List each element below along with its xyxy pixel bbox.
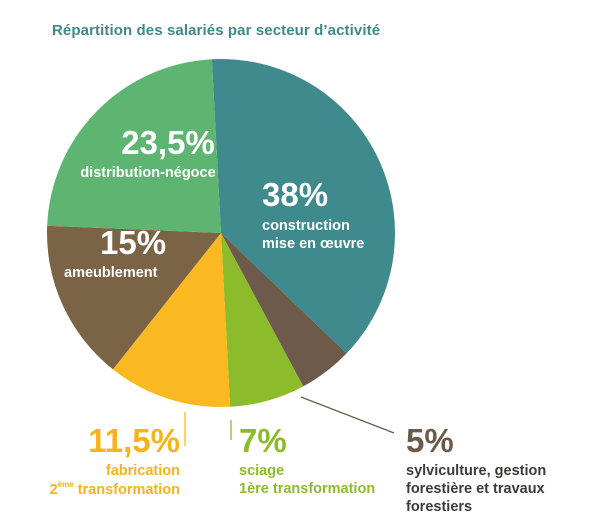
caption-fabrication: fabrication 2ème transformation [40, 462, 180, 499]
pie-slice-construction [211, 59, 395, 354]
pct-sylviculture: 5% [406, 422, 454, 459]
label-fabrication: 11,5% fabrication 2ème transformation [40, 424, 180, 499]
caption-ameublement: ameublement [64, 265, 158, 281]
label-construction: 38% construction mise en œuvre [262, 178, 364, 253]
caption-sylviculture-line-3: forestiers [406, 499, 473, 516]
pie-slice-fabrication [112, 233, 231, 407]
caption-construction-line-2: mise en œuvre [262, 236, 365, 253]
pct-ameublement: 15% [100, 224, 167, 261]
label-ameublement: 15% ameublement [64, 226, 166, 282]
caption-sciage-line-1: sciage [239, 463, 285, 479]
pct-sciage: 7% [239, 422, 287, 459]
caption-fabrication-line-1: fabrication [105, 463, 180, 479]
chart-title: Répartition des salariés par secteur d’a… [52, 22, 381, 39]
pie-slice-sylviculture [221, 233, 347, 387]
caption-distribution: distribution-négoce [80, 165, 216, 181]
pct-distribution: 23,5% [121, 124, 215, 161]
caption-fabrication-line-2: 2ème transformation [49, 480, 180, 499]
pct-fabrication: 11,5% [88, 422, 180, 459]
pie-slice-sciage [221, 233, 304, 407]
leader-line-sylviculture [300, 396, 395, 434]
pie-slice-ameublement [46, 225, 221, 370]
caption-sciage: sciage 1ère transformation [239, 462, 375, 498]
caption-construction: construction mise en œuvre [262, 217, 364, 253]
caption-sciage-line-2: 1ère transformation [239, 481, 376, 498]
pie-slice-distribution [47, 59, 222, 233]
caption-sylviculture-line-2: forestière et travaux [406, 481, 545, 498]
label-sylviculture: 5% sylviculture, gestion forestière et t… [406, 424, 546, 516]
caption-construction-line-1: construction [262, 218, 350, 234]
label-sciage: 7% sciage 1ère transformation [239, 424, 375, 498]
label-distribution: 23,5% distribution-négoce [76, 126, 220, 182]
caption-sylviculture: sylviculture, gestion forestière et trav… [406, 462, 546, 516]
pct-construction: 38% [262, 176, 329, 213]
caption-sylviculture-line-1: sylviculture, gestion [406, 463, 547, 479]
